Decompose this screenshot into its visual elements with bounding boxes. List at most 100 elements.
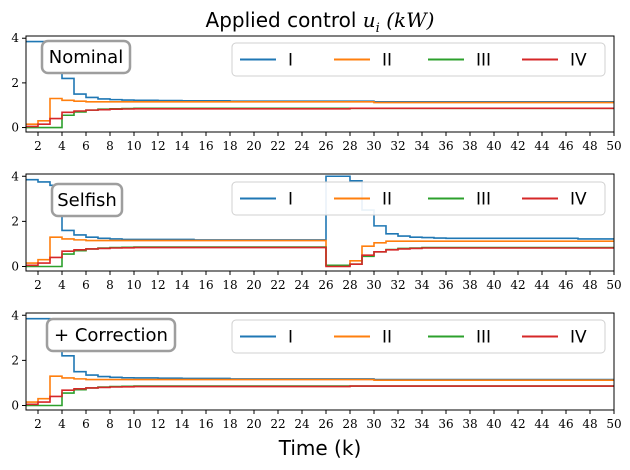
y-tick-label: 0 bbox=[11, 121, 19, 135]
annotation-label: + Correction bbox=[54, 325, 168, 346]
x-tick-label: 8 bbox=[106, 417, 114, 431]
x-tick-label: 24 bbox=[294, 278, 310, 292]
x-tick-label: 6 bbox=[82, 417, 90, 431]
x-tick-label: 12 bbox=[150, 139, 165, 153]
series-line-III bbox=[26, 246, 614, 268]
legend-label-IV: IV bbox=[570, 328, 587, 348]
x-tick-label: 4 bbox=[58, 278, 66, 292]
axes-frame bbox=[25, 35, 615, 133]
axes-frame bbox=[25, 173, 615, 272]
x-tick-label: 16 bbox=[198, 417, 213, 431]
panel-selfish: 2 4 6 8 10 12 14 16 18 20 22 24 26 28 30 32 34 36 38 40 42 44… bbox=[11, 169, 621, 292]
series-line-III bbox=[26, 107, 614, 129]
panel-correction: 2 4 6 8 10 12 14 16 18 20 22 24 26 28 30 32 34 36 38 40 42 44… bbox=[11, 308, 621, 431]
legend-label-II: II bbox=[382, 190, 392, 210]
x-axis-label: Time (k) bbox=[278, 436, 362, 460]
scenario-annotation: Nominal bbox=[40, 39, 132, 75]
x-tick-label: 30 bbox=[366, 139, 381, 153]
x-tick-label: 40 bbox=[486, 139, 501, 153]
series-group bbox=[26, 317, 614, 407]
legend-label-I: I bbox=[288, 328, 293, 348]
x-tick-label: 10 bbox=[126, 417, 141, 431]
x-tick-label: 34 bbox=[414, 417, 430, 431]
x-tick-label: 20 bbox=[246, 278, 261, 292]
x-tick-label: 18 bbox=[222, 278, 237, 292]
x-tick-label: 32 bbox=[390, 278, 405, 292]
legend: I II III IV bbox=[231, 42, 606, 77]
x-tick-label: 24 bbox=[294, 139, 310, 153]
x-tick-label: 32 bbox=[390, 417, 405, 431]
x-tick-label: 46 bbox=[558, 417, 573, 431]
legend-label-III: III bbox=[476, 328, 491, 348]
x-tick-label: 26 bbox=[318, 417, 333, 431]
x-tick-label: 14 bbox=[174, 417, 190, 431]
y-tick-label: 4 bbox=[11, 169, 19, 183]
annotation-label: Selfish bbox=[57, 190, 117, 211]
series-line-IV bbox=[26, 246, 614, 268]
axes-frame bbox=[25, 312, 615, 411]
annotation-box bbox=[50, 182, 124, 218]
y-tick-label: 4 bbox=[11, 31, 19, 45]
legend-label-III: III bbox=[476, 190, 491, 210]
x-tick-label: 14 bbox=[174, 278, 190, 292]
legend-box bbox=[231, 181, 606, 216]
x-tick-label: 38 bbox=[462, 139, 477, 153]
y-tick-label: 2 bbox=[11, 214, 19, 228]
x-tick-label: 16 bbox=[198, 139, 213, 153]
annotation-label: Nominal bbox=[49, 47, 123, 68]
legend-label-II: II bbox=[382, 328, 392, 348]
x-tick-label: 28 bbox=[342, 139, 357, 153]
x-tick-label: 22 bbox=[270, 278, 285, 292]
x-tick-label: 2 bbox=[34, 278, 42, 292]
annotation-box bbox=[40, 39, 132, 75]
legend: I II III IV bbox=[231, 181, 606, 216]
x-tick-label: 20 bbox=[246, 139, 261, 153]
legend: I II III IV bbox=[231, 319, 606, 354]
series-line-II bbox=[26, 97, 614, 125]
x-tick-label: 26 bbox=[318, 139, 333, 153]
x-tick-label: 6 bbox=[82, 278, 90, 292]
x-tick-label: 44 bbox=[534, 417, 550, 431]
y-tick-label: 2 bbox=[11, 76, 19, 90]
x-tick-label: 2 bbox=[34, 139, 42, 153]
x-tick-label: 4 bbox=[58, 417, 66, 431]
scenario-annotation: Selfish bbox=[50, 182, 124, 218]
x-tick-label: 2 bbox=[34, 417, 42, 431]
y-tick-label: 2 bbox=[11, 353, 19, 367]
x-tick-label: 48 bbox=[582, 417, 597, 431]
panel-nominal: 2 4 6 8 10 12 14 16 18 20 22 24 26 28 30 32 34 36 38 40 42 44… bbox=[11, 31, 621, 153]
x-tick-label: 22 bbox=[270, 417, 285, 431]
series-line-III bbox=[26, 385, 614, 407]
legend-label-I: I bbox=[288, 190, 293, 210]
x-tick-label: 42 bbox=[510, 278, 525, 292]
legend-label-IV: IV bbox=[570, 190, 587, 210]
x-tick-label: 44 bbox=[534, 139, 550, 153]
legend-label-IV: IV bbox=[570, 51, 587, 71]
x-tick-label: 26 bbox=[318, 278, 333, 292]
legend-label-III: III bbox=[476, 51, 491, 71]
x-tick-label: 18 bbox=[222, 139, 237, 153]
x-tick-label: 48 bbox=[582, 278, 597, 292]
x-tick-label: 30 bbox=[366, 278, 381, 292]
x-tick-label: 12 bbox=[150, 278, 165, 292]
chart-title: Applied control ui (kW) bbox=[206, 8, 435, 36]
x-tick-label: 40 bbox=[486, 417, 501, 431]
legend-box bbox=[231, 319, 606, 354]
scenario-annotation: + Correction bbox=[45, 317, 177, 353]
x-tick-label: 50 bbox=[606, 278, 621, 292]
x-tick-label: 24 bbox=[294, 417, 310, 431]
x-tick-label: 46 bbox=[558, 139, 573, 153]
legend-label-I: I bbox=[288, 51, 293, 71]
x-tick-label: 36 bbox=[438, 139, 453, 153]
legend-box bbox=[231, 42, 606, 77]
x-tick-label: 38 bbox=[462, 417, 477, 431]
series-line-IV bbox=[26, 107, 614, 128]
x-tick-label: 48 bbox=[582, 139, 597, 153]
x-tick-label: 34 bbox=[414, 278, 430, 292]
x-tick-label: 18 bbox=[222, 417, 237, 431]
x-tick-label: 4 bbox=[58, 139, 66, 153]
x-tick-label: 16 bbox=[198, 278, 213, 292]
x-tick-label: 44 bbox=[534, 278, 550, 292]
x-tick-label: 38 bbox=[462, 278, 477, 292]
x-tick-label: 10 bbox=[126, 139, 141, 153]
